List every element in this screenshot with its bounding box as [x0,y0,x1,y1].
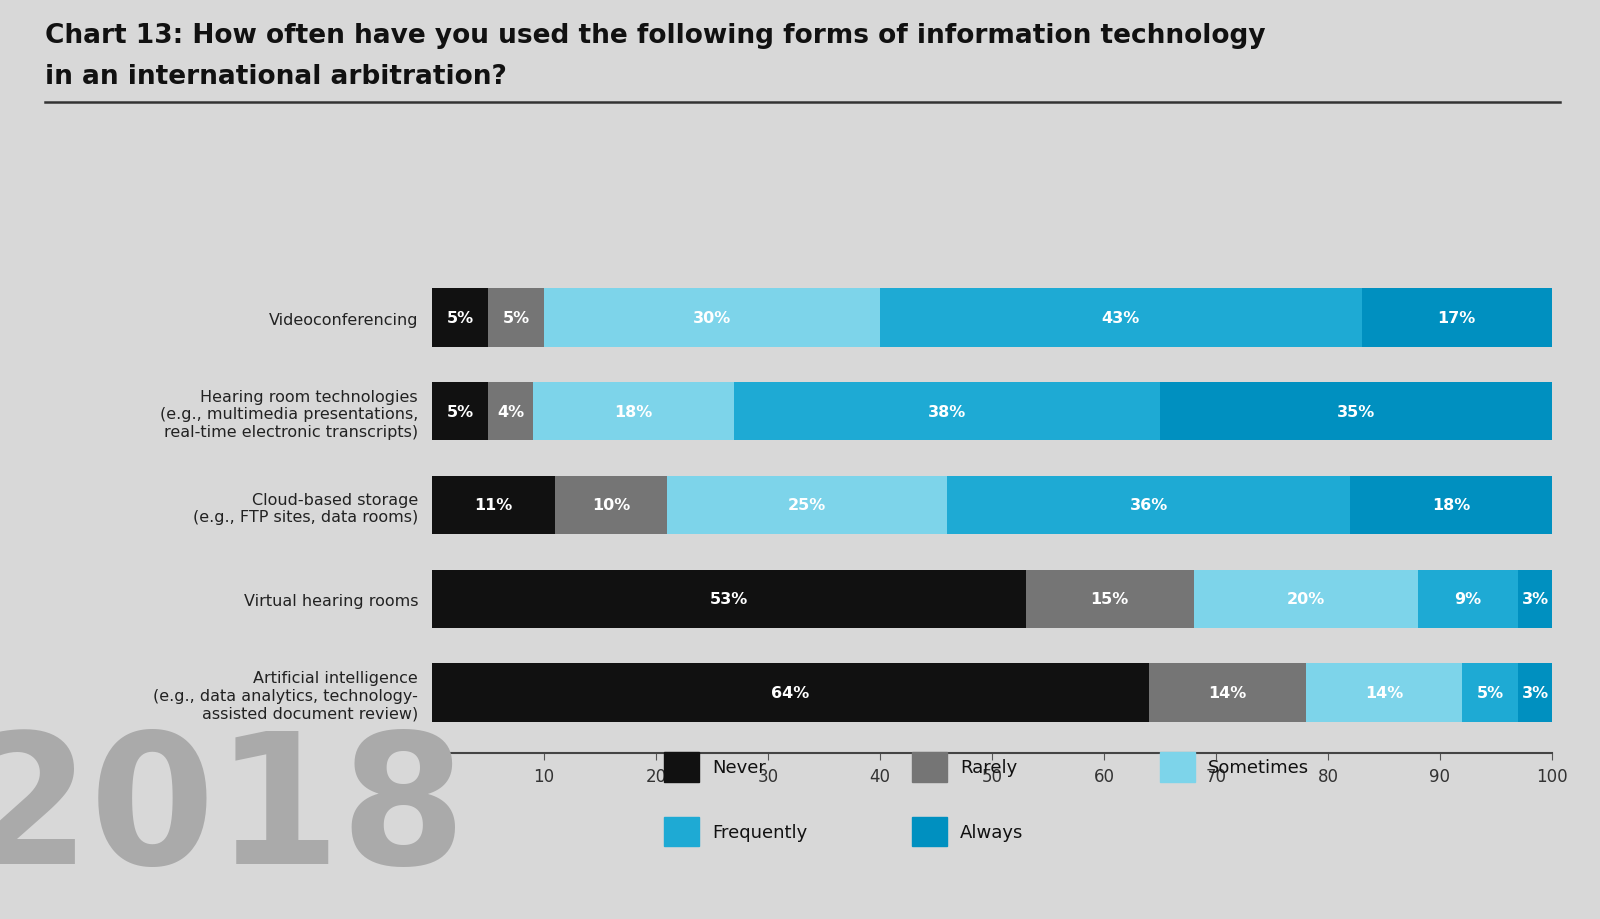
Text: 25%: 25% [789,498,826,513]
Bar [555,476,667,535]
Bar [432,476,555,535]
Bar [432,570,1026,628]
Bar [880,289,1362,347]
Text: in an international arbitration?: in an international arbitration? [45,64,507,90]
Text: 17%: 17% [1438,311,1475,325]
Text: 64%: 64% [771,686,810,700]
Bar [1194,570,1418,628]
Text: Rarely: Rarely [960,758,1018,777]
Text: 15%: 15% [1091,592,1128,607]
Bar [947,476,1350,535]
Bar [432,383,488,441]
Text: 5%: 5% [502,311,530,325]
Text: 5%: 5% [446,404,474,419]
Text: 14%: 14% [1208,686,1246,700]
Bar [1350,476,1552,535]
Bar [1418,570,1518,628]
Bar [533,383,734,441]
Text: 5%: 5% [1477,686,1504,700]
Bar [488,289,544,347]
Text: 43%: 43% [1102,311,1139,325]
Bar [1026,570,1194,628]
Text: Never: Never [712,758,766,777]
Bar [1306,664,1462,721]
Text: 30%: 30% [693,311,731,325]
Bar [667,476,947,535]
Bar [1462,664,1518,721]
Text: Always: Always [960,823,1024,841]
Text: 3%: 3% [1522,686,1549,700]
Text: 18%: 18% [1432,498,1470,513]
Text: 11%: 11% [475,498,512,513]
Bar [1518,664,1552,721]
Text: 9%: 9% [1454,592,1482,607]
Bar [544,289,880,347]
Bar [1160,383,1552,441]
Text: 4%: 4% [498,404,523,419]
Text: Frequently: Frequently [712,823,808,841]
Bar [432,289,488,347]
Text: Sometimes: Sometimes [1208,758,1309,777]
Text: 20%: 20% [1286,592,1325,607]
Text: 38%: 38% [928,404,966,419]
Bar [488,383,533,441]
Text: 36%: 36% [1130,498,1168,513]
Bar [1518,570,1552,628]
Text: 18%: 18% [614,404,653,419]
Text: 5%: 5% [446,311,474,325]
Text: 35%: 35% [1338,404,1374,419]
Bar [1149,664,1306,721]
Text: Chart 13: How often have you used the following forms of information technology: Chart 13: How often have you used the fo… [45,23,1266,49]
Text: 53%: 53% [710,592,747,607]
Text: 14%: 14% [1365,686,1403,700]
Text: 3%: 3% [1522,592,1549,607]
Bar [734,383,1160,441]
Text: 2018: 2018 [0,725,467,902]
Text: 10%: 10% [592,498,630,513]
Bar [1362,289,1552,347]
Bar [432,664,1149,721]
